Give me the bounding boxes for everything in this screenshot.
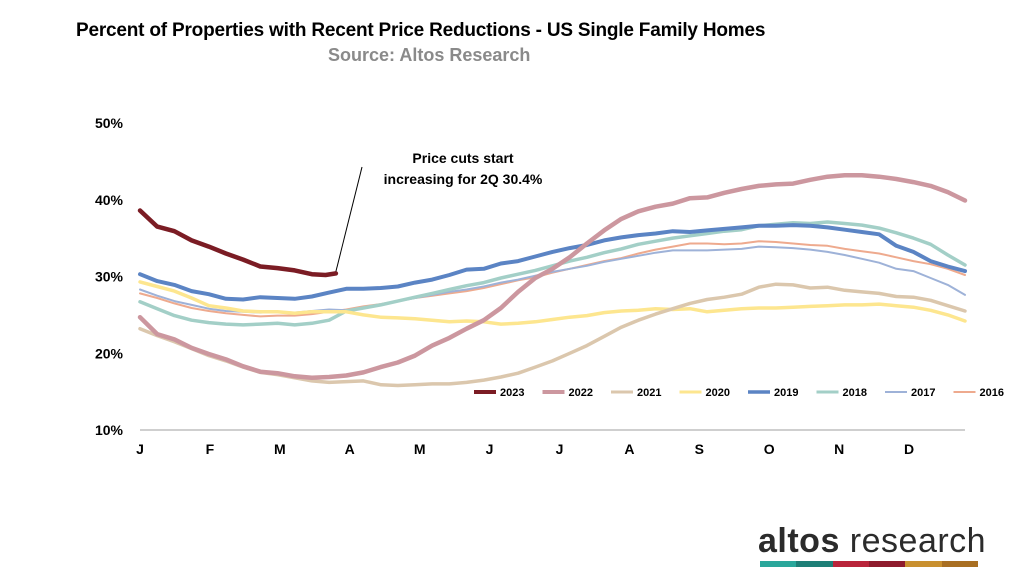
logo-strip-segment xyxy=(796,561,833,567)
logo-word-research: research xyxy=(839,522,987,560)
legend-label-2016: 2016 xyxy=(980,387,1004,399)
x-tick-label: J xyxy=(486,441,494,457)
legend-label-2022: 2022 xyxy=(569,387,593,399)
series-line-2018 xyxy=(138,220,967,327)
x-tick-label: M xyxy=(414,441,426,457)
logo-word-altos: altos xyxy=(758,522,840,560)
y-tick-label: 30% xyxy=(95,269,124,285)
x-tick-label: J xyxy=(136,441,144,457)
logo-strip-segment xyxy=(760,561,797,567)
legend-label-2020: 2020 xyxy=(706,387,730,399)
annotation-text-line-2: increasing for 2Q 30.4% xyxy=(384,171,543,187)
x-tick-label: M xyxy=(274,441,286,457)
x-tick-label: D xyxy=(904,441,914,457)
y-tick-label: 20% xyxy=(95,345,124,361)
legend: 2023 2022 2021 2020 2019 2018 2017 2016 xyxy=(474,387,1004,399)
y-tick-label: 50% xyxy=(95,115,124,131)
series-line-2019 xyxy=(138,223,967,302)
chart-subtitle: Source: Altos Research xyxy=(328,45,531,65)
x-tick-label: S xyxy=(695,441,704,457)
legend-label-2017: 2017 xyxy=(911,387,935,399)
series-line-2017 xyxy=(139,245,966,314)
altos-research-logo: altos research xyxy=(758,522,986,561)
x-tick-label: N xyxy=(834,441,844,457)
logo-strip-segment xyxy=(941,561,978,567)
x-tick-label: F xyxy=(206,441,215,457)
x-tick-label: A xyxy=(624,441,634,457)
legend-label-2023: 2023 xyxy=(500,387,524,399)
series-line-2023 xyxy=(137,208,339,278)
legend-label-2021: 2021 xyxy=(637,387,661,399)
legend-label-2019: 2019 xyxy=(774,387,798,399)
annotation-text-line-1: Price cuts start xyxy=(412,150,513,166)
series-line-2020 xyxy=(138,280,967,326)
axis-layer: 10% 20% 30% 40% 50% J F M A M J J A S O N D xyxy=(95,115,965,457)
logo-strip-segment xyxy=(832,561,869,567)
logo-strip-segment xyxy=(868,561,906,567)
chart-title: Percent of Properties with Recent Price … xyxy=(76,20,766,41)
annotation-pointer xyxy=(335,166,363,272)
series-line-2022 xyxy=(137,172,968,381)
logo-color-strip xyxy=(760,561,978,567)
logo-strip-segment xyxy=(905,561,942,567)
legend-label-2018: 2018 xyxy=(843,387,867,399)
y-tick-label: 10% xyxy=(95,422,124,438)
y-tick-label: 40% xyxy=(95,192,124,208)
annotation-layer: Price cuts start increasing for 2Q 30.4% xyxy=(335,150,543,272)
x-tick-label: A xyxy=(345,441,355,457)
x-tick-label: J xyxy=(556,441,564,457)
series-layer xyxy=(137,172,968,388)
x-tick-label: O xyxy=(764,441,775,457)
